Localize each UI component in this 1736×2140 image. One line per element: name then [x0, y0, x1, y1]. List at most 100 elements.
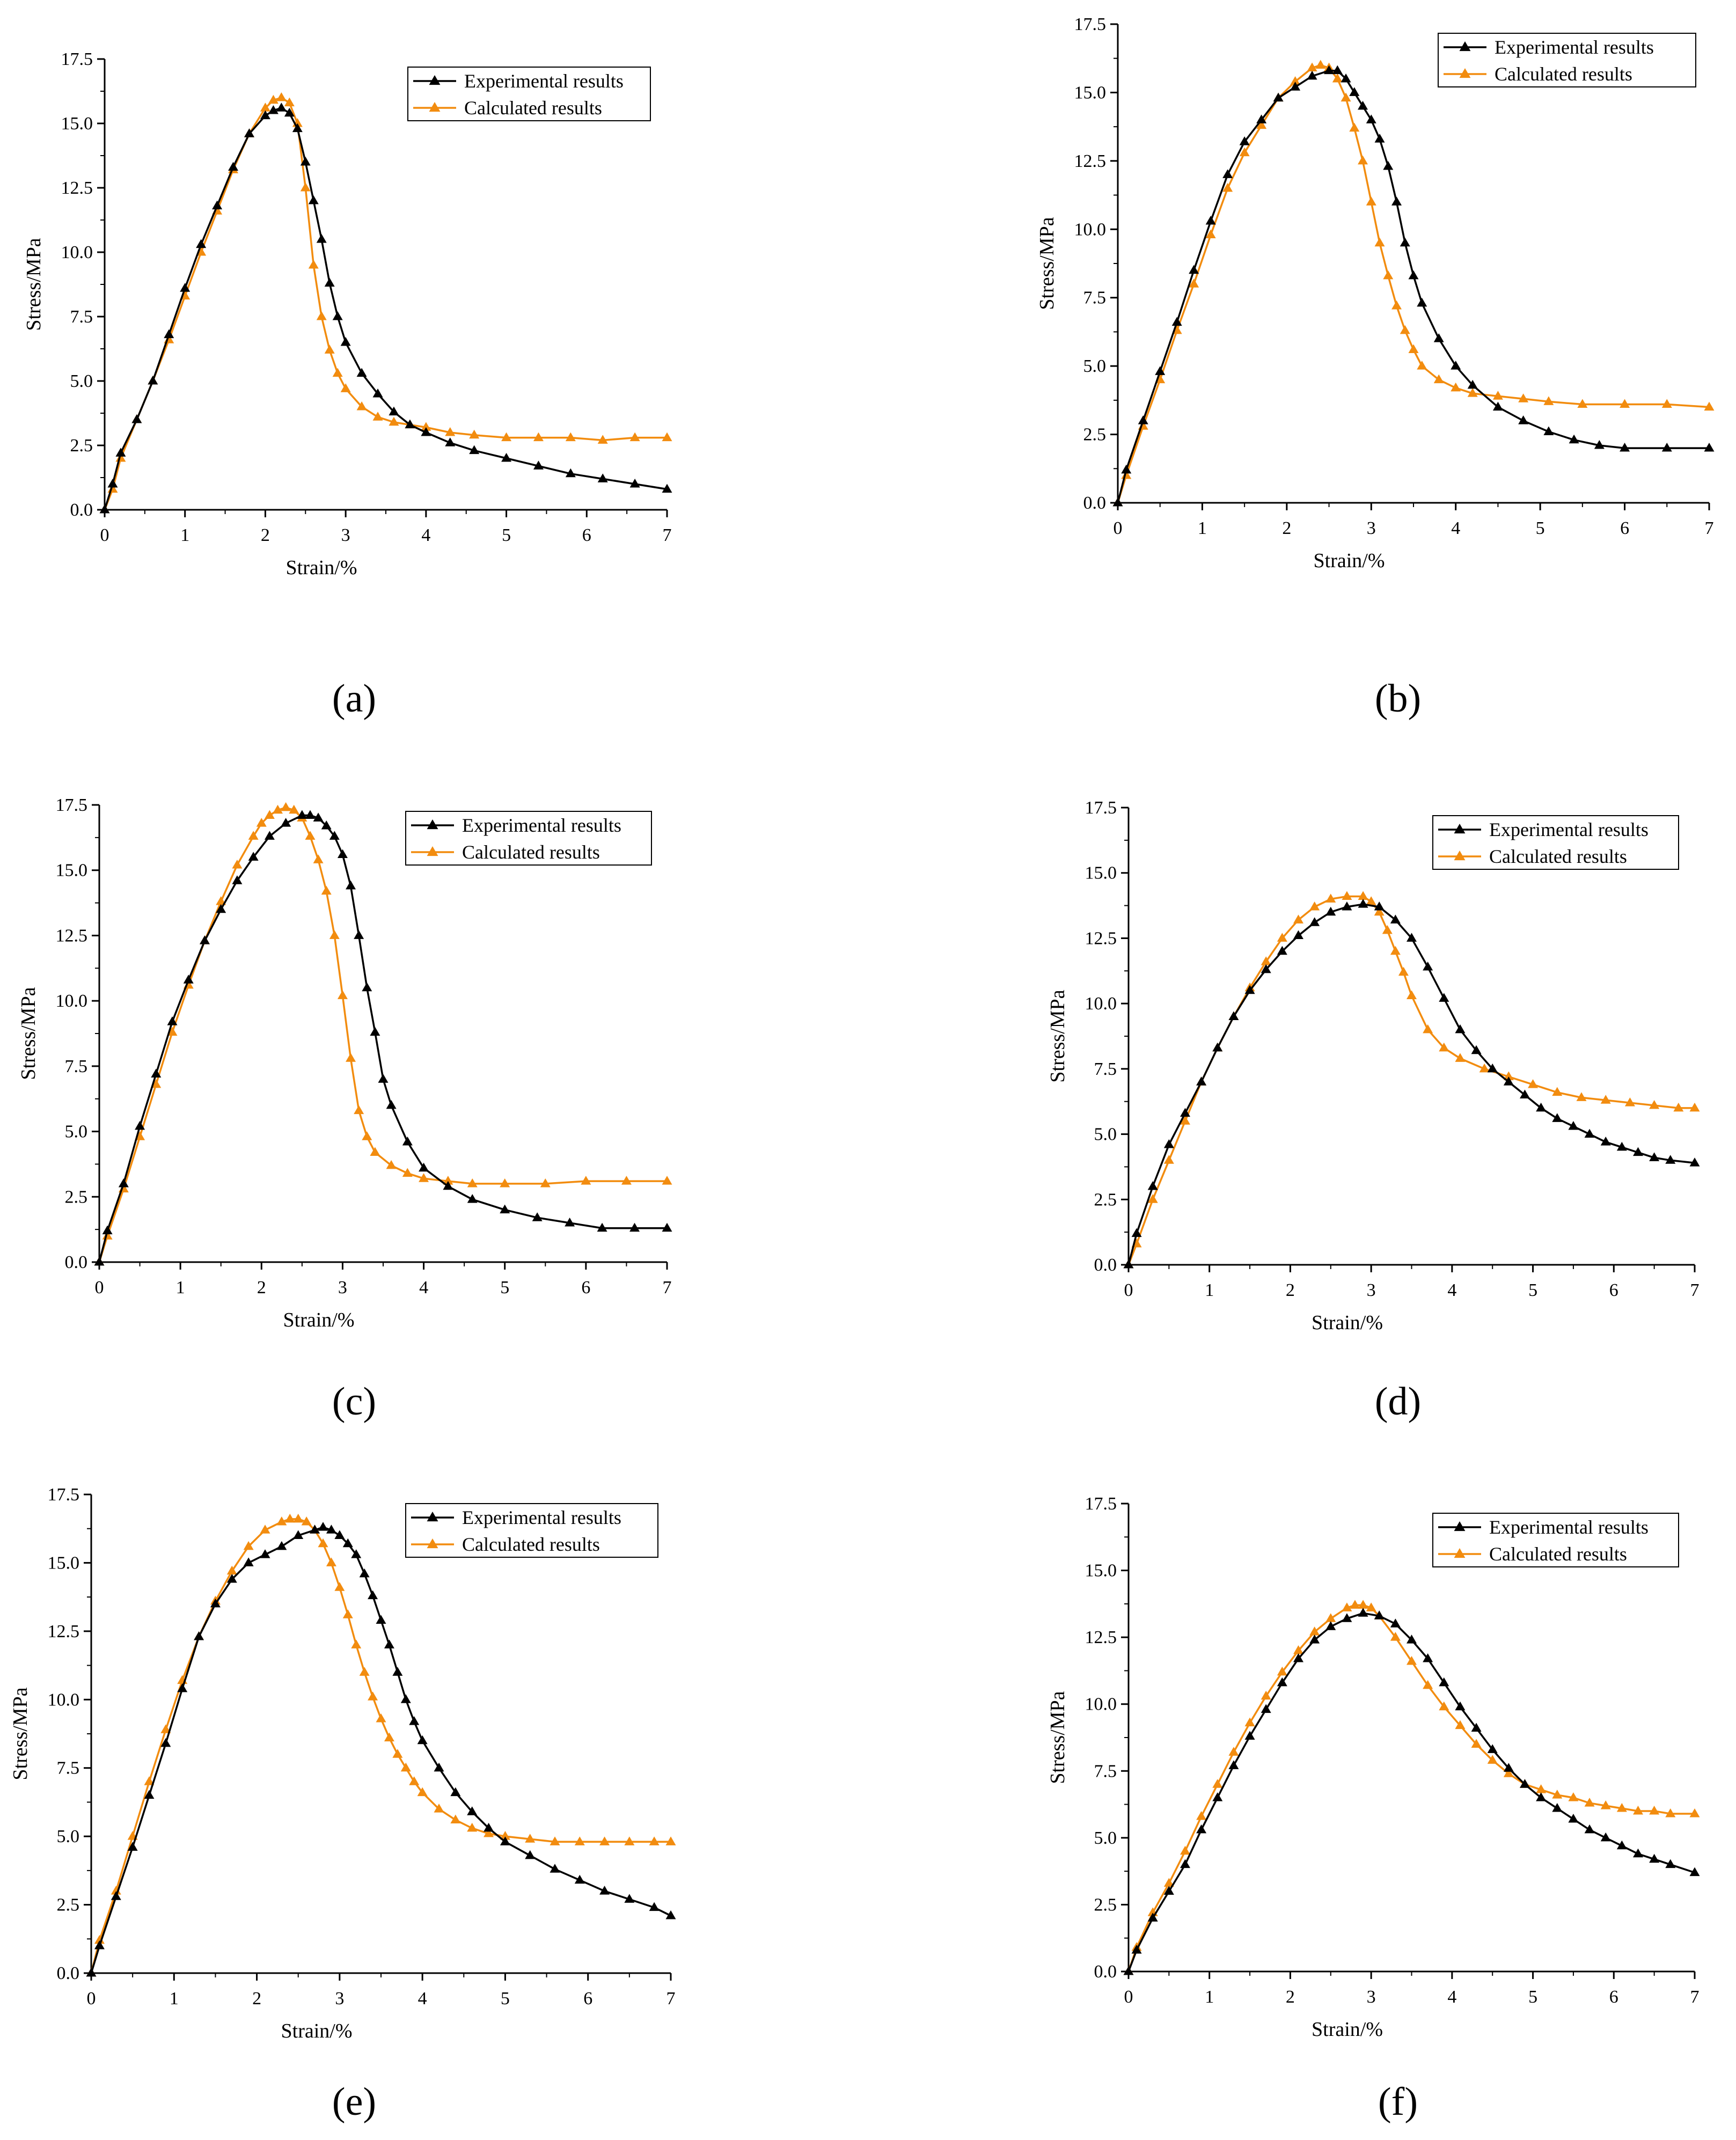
calculated-point: [1374, 237, 1385, 247]
y-tick-label: 12.5: [1085, 1628, 1117, 1647]
experimental-point: [1520, 1779, 1530, 1788]
calculated-point: [264, 810, 275, 819]
y-tick-label: 12.5: [56, 926, 88, 946]
calculated-point: [1342, 891, 1352, 900]
legend-marker: [429, 75, 441, 85]
experimental-point: [533, 460, 544, 470]
legend-label: Experimental results: [1495, 36, 1654, 58]
y-axis-label: Stress/MPa: [1036, 217, 1058, 310]
experimental-point: [260, 1549, 270, 1558]
calculated-point: [1503, 1768, 1514, 1777]
experimental-point: [1616, 1840, 1627, 1850]
calculated-point: [1433, 374, 1444, 384]
legend-label: Experimental results: [464, 70, 624, 92]
legend-label: Calculated results: [1495, 63, 1632, 85]
y-tick-label: 5.0: [1083, 356, 1107, 376]
x-tick-label: 1: [176, 1278, 185, 1298]
experimental-point: [1661, 443, 1672, 452]
experimental-point: [532, 1212, 543, 1221]
x-tick-label: 0: [1124, 1987, 1133, 2007]
experimental-point: [662, 483, 672, 493]
legend-label: Experimental results: [1489, 819, 1649, 840]
experimental-point: [1222, 169, 1233, 178]
calculated-point: [1423, 1680, 1433, 1689]
legend-marker: [1454, 851, 1466, 861]
y-tick-label: 7.5: [57, 1758, 80, 1778]
calculated-point: [372, 412, 383, 421]
experimental-point: [1147, 1912, 1158, 1922]
experimental-point: [1704, 443, 1715, 452]
experimental-point: [1309, 1635, 1320, 1644]
y-tick-label: 0.0: [1083, 493, 1107, 513]
calculated-point: [1239, 147, 1250, 157]
experimental-point: [467, 1806, 478, 1815]
calculated-point: [467, 1822, 478, 1832]
calculated-point: [1552, 1087, 1563, 1096]
legend-marker: [1459, 68, 1471, 78]
calculated-point: [1600, 1800, 1611, 1809]
experimental-point: [293, 1530, 304, 1539]
experimental-point: [1543, 426, 1554, 435]
experimental-point: [484, 1822, 494, 1832]
legend-marker: [427, 819, 438, 830]
calculated-point: [340, 383, 351, 392]
calculated-point: [1661, 399, 1672, 408]
calculated-point: [1620, 399, 1630, 408]
experimental-point: [1417, 297, 1427, 307]
experimental-point: [160, 1738, 171, 1747]
experimental-point: [334, 1530, 345, 1539]
experimental-point: [1261, 964, 1271, 973]
experimental-point: [1520, 1089, 1530, 1099]
calculated-point: [1407, 990, 1417, 1000]
calculated-point: [243, 1541, 254, 1550]
calculated-point: [1383, 270, 1394, 280]
experimental-point: [501, 453, 512, 462]
x-axis-label: Strain/%: [1312, 2018, 1383, 2041]
calculated-point: [1307, 62, 1317, 72]
x-tick-label: 1: [1205, 1987, 1214, 2007]
experimental-point: [115, 448, 126, 457]
experimental-point: [1503, 1076, 1514, 1086]
experimental-point: [321, 820, 332, 830]
calculated-point: [1616, 1803, 1627, 1812]
calculated-point: [389, 416, 399, 426]
calculated-point: [1439, 1042, 1449, 1052]
experimental-point: [599, 1886, 610, 1895]
experimental-point: [1689, 1157, 1700, 1167]
experimental-point: [1358, 899, 1368, 908]
calculated-point: [1163, 1878, 1174, 1887]
calculated-point: [1180, 1845, 1190, 1855]
experimental-point: [1594, 439, 1605, 449]
calculated-point: [384, 1732, 394, 1742]
calculated-point: [281, 802, 291, 811]
calculated-point: [1358, 891, 1368, 900]
legend: [405, 811, 652, 866]
legend-marker: [1459, 41, 1471, 52]
calculated-point: [1325, 1613, 1336, 1622]
x-axis-label: Strain/%: [286, 556, 357, 579]
calculated-point: [565, 432, 576, 442]
calculated-point: [1309, 902, 1320, 911]
experimental-point: [264, 831, 275, 840]
experimental-point: [1536, 1102, 1547, 1112]
x-tick-label: 2: [1286, 1987, 1295, 2007]
calculated-point: [1366, 1602, 1376, 1611]
x-tick-label: 7: [666, 1989, 676, 2009]
calculated-point: [321, 885, 332, 895]
y-tick-label: 10.0: [1074, 219, 1107, 239]
calculated-point: [324, 345, 335, 354]
calculated-point: [525, 1834, 536, 1843]
experimental-point: [1189, 265, 1199, 274]
calculated-point: [1293, 914, 1303, 924]
y-tick-label: 0.0: [1094, 1962, 1117, 1982]
experimental-point: [1123, 1966, 1134, 1975]
experimental-point: [1147, 1181, 1158, 1190]
calculated-series-line: [1117, 64, 1710, 503]
y-tick-label: 2.5: [1094, 1190, 1117, 1210]
y-tick-label: 2.5: [70, 436, 93, 456]
calculated-point: [501, 432, 512, 442]
calculated-point: [1391, 301, 1402, 310]
experimental-point: [1290, 82, 1301, 91]
experimental-point: [1569, 434, 1579, 444]
experimental-point: [1633, 1147, 1643, 1156]
